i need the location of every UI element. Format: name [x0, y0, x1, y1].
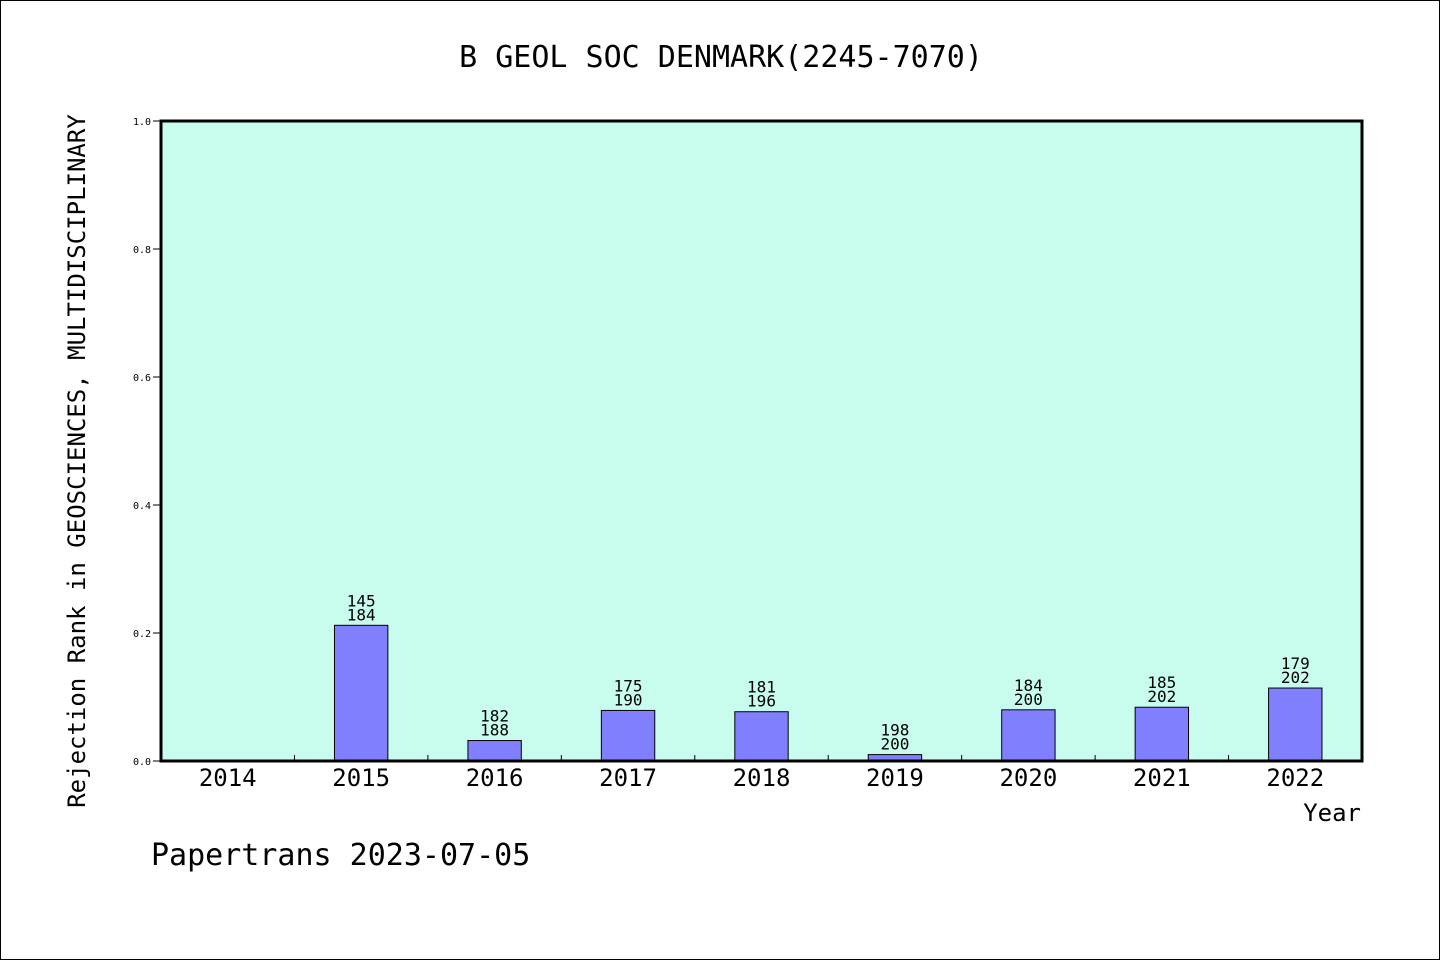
bar	[467, 740, 522, 762]
x-tick-label: 2019	[866, 764, 924, 792]
data-label-top: 185	[1147, 673, 1176, 692]
data-label-top: 145	[347, 591, 376, 610]
y-tick-label: 0.2	[133, 629, 151, 640]
x-tick-label: 2015	[332, 764, 390, 792]
x-tick-label: 2021	[1133, 764, 1191, 792]
y-tick-label: 0.0	[133, 757, 151, 768]
data-label-bottom: 202	[1281, 668, 1310, 687]
y-tick-label: 0.4	[133, 501, 151, 512]
bar	[734, 711, 789, 762]
y-ticks-group: 0.0 0.2 0.4 0.6 0.8 1.0	[133, 117, 161, 768]
data-label-top: 184	[1014, 676, 1043, 695]
data-label-top: 198	[880, 721, 909, 740]
x-tick-label: 2016	[466, 764, 524, 792]
chart-title: B GEOL SOC DENMARK(2245-7070)	[459, 40, 983, 75]
x-tick-label: 2020	[999, 764, 1057, 792]
data-labels-group: 1451841821881751901811961982001842001852…	[347, 591, 1310, 753]
x-axis-label: Year	[1303, 799, 1361, 827]
data-label-bottom: 200	[1014, 690, 1043, 709]
data-label-bottom: 200	[880, 735, 909, 754]
bar	[600, 709, 656, 762]
x-ticks-group: 2014 2015 2016 2017 2018 2019 2020 2021 2022	[199, 755, 1324, 792]
y-tick-label: 1.0	[133, 117, 151, 128]
y-tick-label: 0.8	[133, 245, 151, 256]
data-label-top: 181	[747, 678, 776, 697]
x-tick-label: 2014	[199, 764, 257, 792]
footer-credit: Papertrans 2023-07-05	[151, 838, 530, 873]
bar	[333, 624, 389, 762]
y-axis-label: Rejection Rank in GEOSCIENCES, MULTIDISC…	[63, 114, 91, 808]
bar	[1268, 687, 1323, 762]
y-tick-label: 0.6	[133, 373, 151, 384]
x-tick-label: 2018	[733, 764, 791, 792]
data-label-bottom: 190	[614, 690, 643, 709]
data-label-bottom: 188	[480, 721, 509, 740]
data-label-top: 175	[614, 676, 643, 695]
data-label-bottom: 202	[1147, 687, 1176, 706]
x-tick-label: 2017	[599, 764, 657, 792]
bar	[1134, 706, 1190, 762]
data-label-top: 179	[1281, 654, 1310, 673]
x-tick-label: 2022	[1266, 764, 1324, 792]
data-label-top: 182	[480, 707, 509, 726]
data-label-bottom: 196	[747, 692, 776, 711]
bar	[1001, 709, 1056, 762]
data-label-bottom: 184	[347, 605, 376, 624]
bars-group	[333, 624, 1323, 762]
plot-border	[159, 119, 1364, 763]
